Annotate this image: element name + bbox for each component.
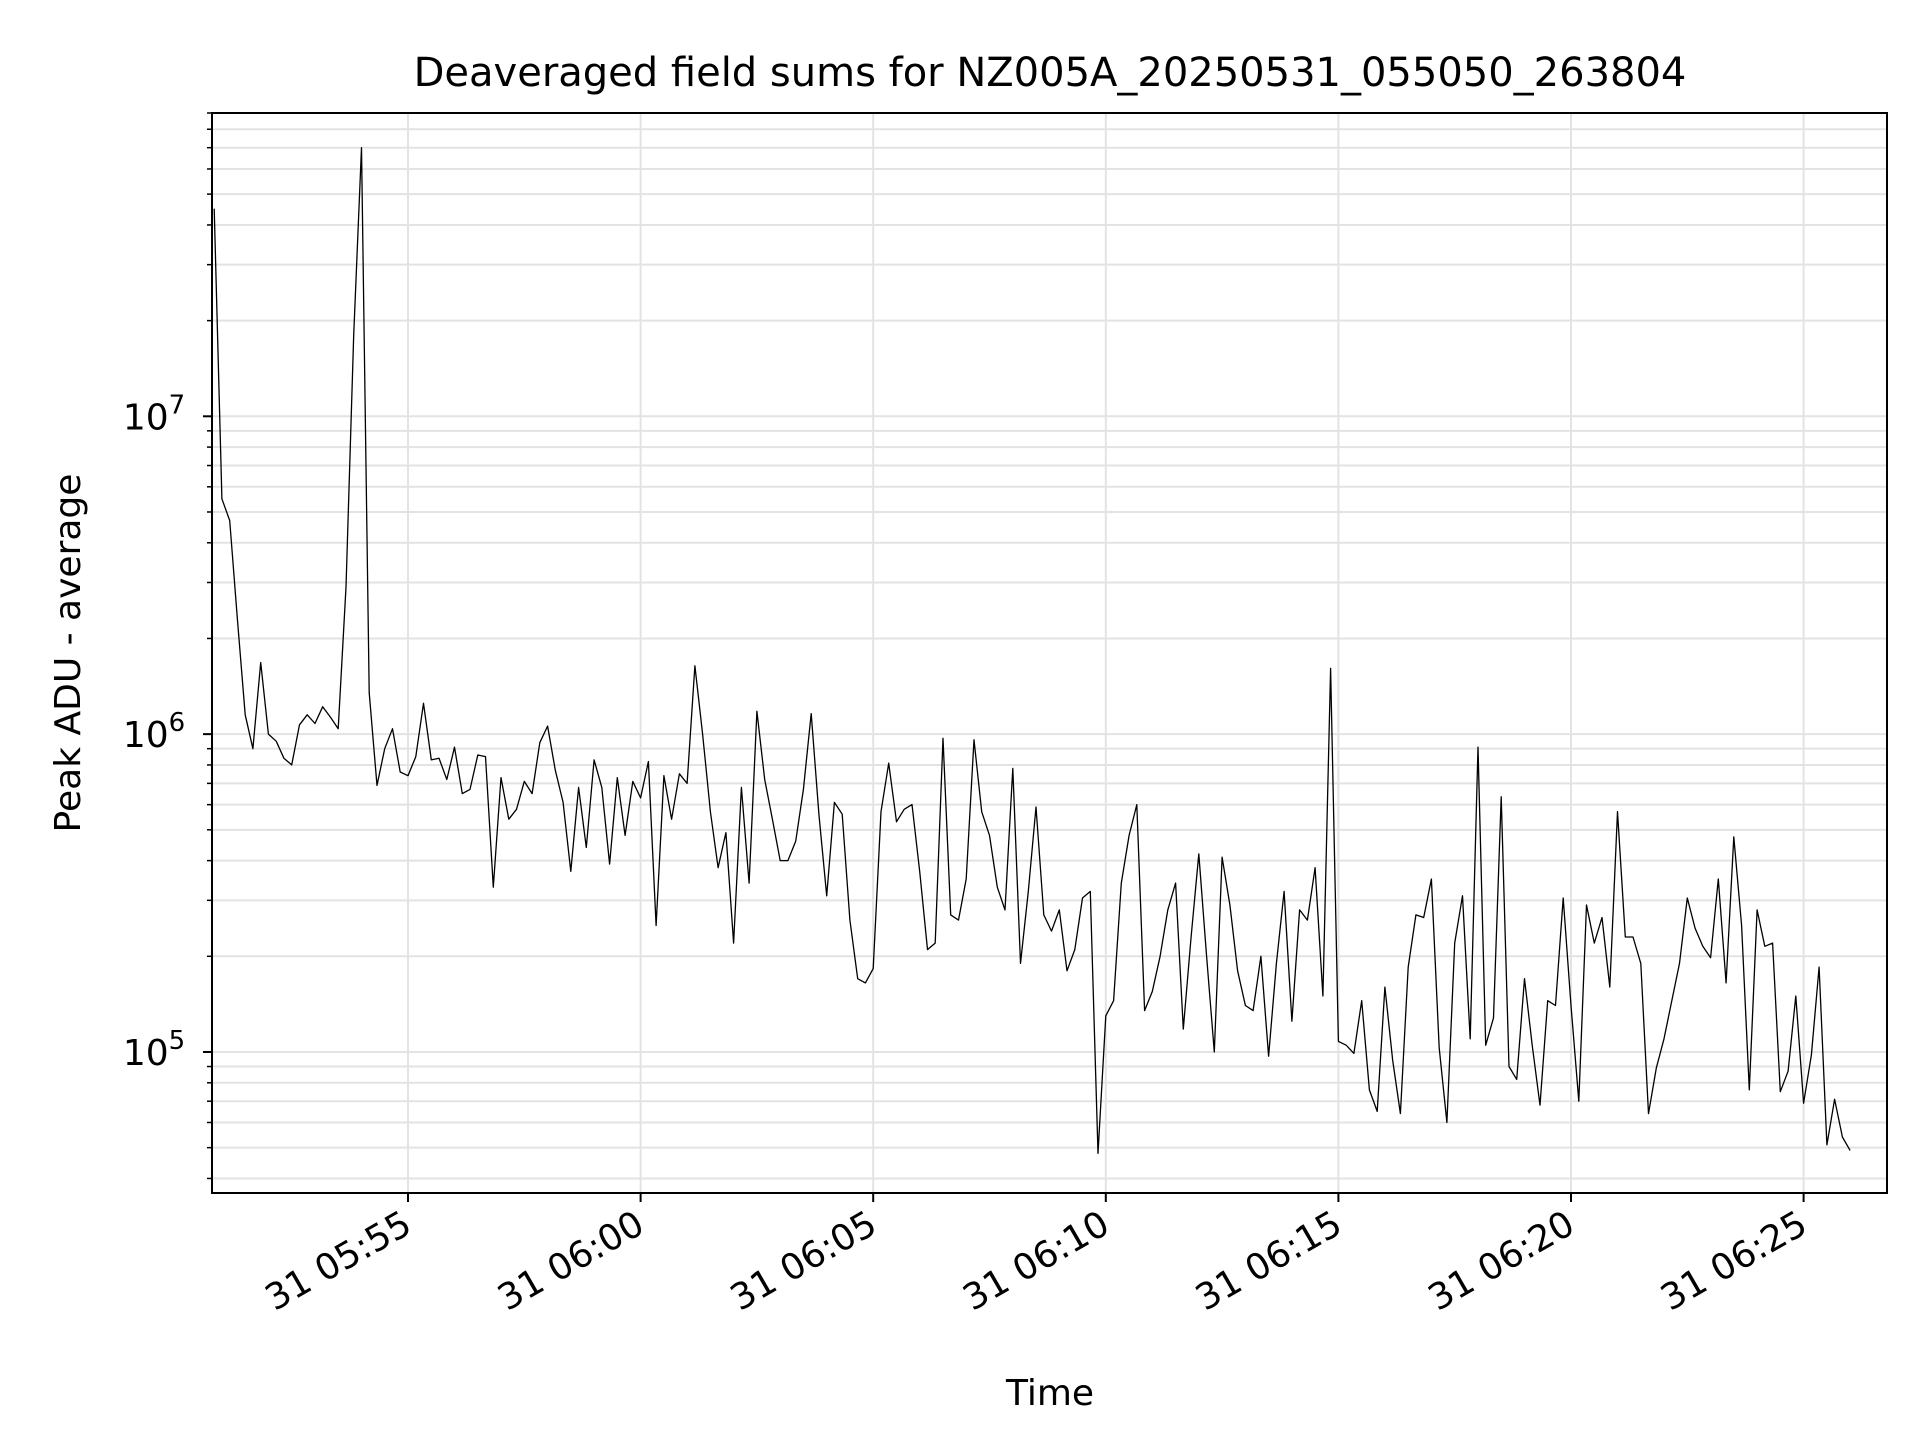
chart-title: Deaveraged field sums for NZ005A_2025053…	[414, 50, 1687, 96]
y-tick-label: 107	[123, 390, 185, 438]
y-tick-label-base: 10	[123, 715, 169, 756]
data-series	[213, 147, 1851, 1154]
y-tick-label-exponent: 5	[169, 1026, 186, 1056]
y-tick-label-base: 10	[123, 1033, 169, 1074]
plot-frame	[211, 112, 1888, 1194]
y-tick-label-exponent: 6	[169, 708, 186, 738]
y-tick-label-exponent: 7	[169, 390, 186, 420]
axis-ticks	[203, 112, 1805, 1202]
series-line	[213, 147, 1851, 1154]
y-axis-label: Peak ADU - average	[48, 474, 89, 833]
y-tick-label-base: 10	[123, 397, 169, 438]
y-tick-label: 106	[123, 708, 185, 756]
y-tick-label: 105	[123, 1026, 185, 1074]
x-axis-label: Time	[1005, 1373, 1094, 1414]
